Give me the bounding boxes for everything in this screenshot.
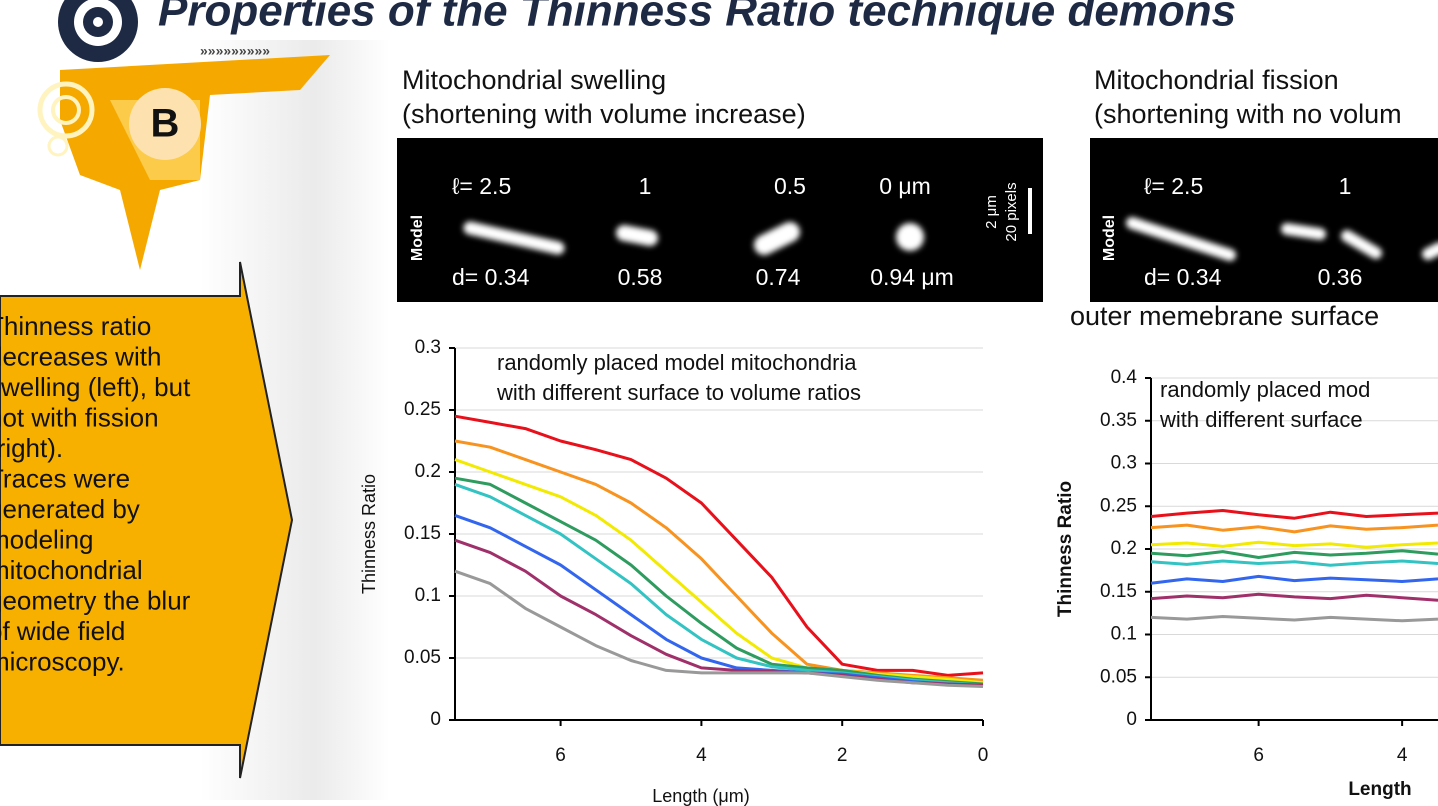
y-tick-label: 0.05	[1100, 666, 1137, 687]
y-tick-label: 0.2	[415, 461, 441, 482]
model-shapes	[1126, 217, 1438, 261]
data-line	[1150, 615, 1438, 623]
x-tick-label: 6	[1253, 745, 1264, 766]
callout-line: geometry the blur	[0, 585, 191, 615]
y-tick-label: 0.2	[1111, 538, 1137, 559]
callout-line: swelling (left), but	[0, 372, 191, 402]
y-tick-label: 0.3	[1111, 453, 1137, 474]
callout-line: mitochondrial	[0, 555, 143, 585]
y-axis-label: Thinness Ratio	[359, 474, 379, 594]
y-axis-label: Thinness Ratio	[1055, 481, 1076, 617]
annotation: with different surface to volume ratios	[496, 380, 861, 405]
x-tick-label: 2	[837, 745, 848, 766]
slide-title: Properties of the Thinness Ratio techniq…	[158, 0, 1236, 36]
data-line	[454, 458, 984, 685]
image-label: 0 μm	[879, 173, 931, 199]
data-line	[1150, 549, 1438, 559]
x-axis-label: Length (μm)	[652, 786, 749, 806]
panel-heading: Mitochondrial swelling	[402, 65, 666, 95]
annotation: randomly placed model mitochondria	[497, 350, 857, 375]
data-line	[1150, 592, 1438, 602]
model-image	[397, 138, 1043, 302]
y-tick-label: 0.1	[1111, 624, 1137, 645]
image-label: 0.36	[1318, 264, 1363, 290]
x-tick-label: 6	[555, 745, 566, 766]
image-label: 0.94 μm	[870, 264, 954, 290]
callout-line: of wide field	[0, 616, 125, 646]
panel-heading: (shortening with volume increase)	[402, 99, 806, 129]
y-tick-label: 0	[430, 709, 441, 730]
callout-line: generated by	[0, 494, 140, 524]
image-label: 0.5	[774, 173, 806, 199]
panel-heading: Mitochondrial fission	[1094, 65, 1339, 95]
callout-arrow	[0, 261, 294, 779]
image-label: 1	[1339, 173, 1352, 199]
badge-graphic: B »»»»»»»»»	[37, 0, 330, 270]
image-label: Model	[409, 215, 426, 261]
callout-line: not with fission	[0, 402, 159, 432]
image-label: 20 pixels	[1003, 182, 1020, 241]
chevrons: »»»»»»»»»	[200, 43, 270, 59]
y-tick-label: 0.05	[404, 647, 441, 668]
x-tick-label: 0	[978, 745, 989, 766]
image-label: 0.58	[618, 264, 663, 290]
image-label: 2 μm	[983, 195, 1000, 229]
annotation: with different surface	[1159, 407, 1363, 432]
y-tick-label: 0.15	[404, 523, 441, 544]
image-label: 0.74	[756, 264, 801, 290]
data-line	[454, 569, 984, 688]
y-tick-label: 0.15	[1100, 581, 1137, 602]
callout-line: Thinness ratio	[0, 311, 151, 341]
panel-heading: (shortening with no volum	[1094, 99, 1402, 129]
y-tick-label: 0.35	[1100, 410, 1137, 431]
badge-letter: B	[151, 102, 180, 146]
y-tick-label: 0.25	[1100, 495, 1137, 516]
x-tick-label: 4	[1397, 745, 1408, 766]
image-label: Model	[1101, 215, 1118, 261]
data-line	[1150, 523, 1438, 534]
x-tick-label: 4	[696, 745, 707, 766]
callout-line: microscopy.	[0, 646, 125, 676]
image-label: ℓ= 2.5	[452, 173, 511, 199]
y-tick-label: 0.3	[415, 337, 441, 358]
image-label: d= 0.34	[452, 264, 530, 290]
x-axis-label: Length	[1348, 779, 1411, 800]
callout-line: modeling	[0, 524, 94, 554]
panel-caption: outer memebrane surface	[1070, 301, 1379, 331]
data-line	[1150, 540, 1438, 549]
data-line	[454, 414, 984, 677]
data-line	[1150, 559, 1438, 567]
image-label: ℓ= 2.5	[1144, 173, 1203, 199]
y-tick-label: 0.4	[1111, 367, 1138, 388]
y-tick-label: 0.1	[415, 585, 441, 606]
callout-line: decreases with	[0, 341, 161, 371]
annotation: randomly placed mod	[1160, 377, 1370, 402]
callout-line: Traces were	[0, 463, 130, 493]
image-label: 1	[639, 173, 652, 199]
model-shapes	[463, 221, 924, 255]
model-image	[1090, 138, 1438, 302]
callout-line: (right).	[0, 433, 63, 463]
y-tick-label: 0.25	[404, 399, 441, 420]
data-line	[1150, 574, 1438, 585]
image-label: d= 0.34	[1144, 264, 1222, 290]
y-tick-label: 0	[1126, 709, 1137, 730]
data-line	[1150, 509, 1438, 520]
